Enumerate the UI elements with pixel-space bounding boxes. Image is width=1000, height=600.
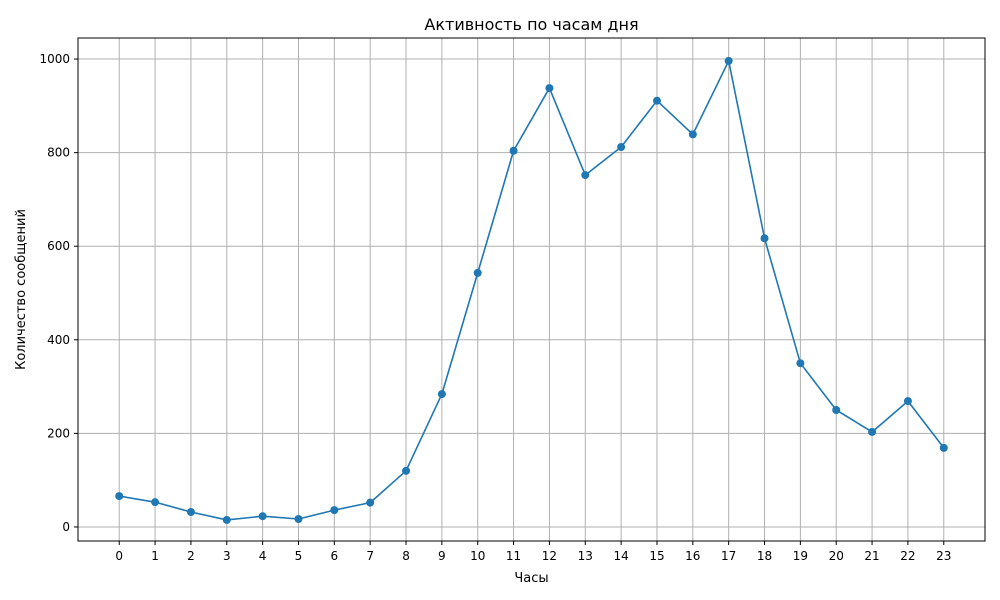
x-tick-label: 9 [438, 549, 446, 563]
x-tick-label: 7 [366, 549, 374, 563]
grid-lines [78, 38, 985, 541]
x-tick-label: 16 [685, 549, 700, 563]
x-axis-ticks: 0 1 2 3 4 5 6 7 8 9 10 11 12 13 14 15 16 17 18 19 20 21 22 23 [115, 541, 951, 563]
chart-title: Активность по часам дня [424, 15, 638, 34]
x-tick-label: 13 [578, 549, 593, 563]
x-tick-label: 5 [295, 549, 303, 563]
data-point [545, 84, 554, 93]
data-point [581, 171, 590, 180]
x-tick-label: 2 [187, 549, 195, 563]
y-tick-label: 200 [47, 426, 70, 440]
data-point [115, 492, 124, 501]
data-point [617, 143, 626, 152]
data-point [151, 498, 160, 507]
y-tick-label: 400 [47, 333, 70, 347]
x-tick-label: 8 [402, 549, 410, 563]
x-tick-label: 11 [506, 549, 521, 563]
data-point [473, 268, 482, 277]
data-point [652, 96, 661, 105]
data-point [832, 405, 841, 414]
x-tick-label: 12 [542, 549, 557, 563]
data-point [509, 146, 518, 155]
x-tick-label: 6 [331, 549, 339, 563]
y-axis-ticks: 0 200 400 600 800 1000 [39, 52, 78, 534]
data-point [903, 397, 912, 406]
x-tick-label: 22 [900, 549, 915, 563]
x-tick-label: 19 [793, 549, 808, 563]
x-tick-label: 21 [864, 549, 879, 563]
x-tick-label: 3 [223, 549, 231, 563]
series-layer [115, 56, 948, 524]
data-point [868, 427, 877, 436]
x-tick-label: 17 [721, 549, 736, 563]
data-point [258, 512, 267, 521]
data-point [688, 130, 697, 139]
x-axis-label: Часы [514, 571, 548, 586]
y-tick-label: 0 [62, 520, 70, 534]
data-point [366, 498, 375, 507]
x-tick-label: 18 [757, 549, 772, 563]
data-point [186, 507, 195, 516]
x-tick-label: 4 [259, 549, 267, 563]
y-tick-label: 1000 [39, 52, 70, 66]
data-point [760, 234, 769, 243]
y-axis-label: Количество сообщений [14, 209, 29, 370]
y-tick-label: 800 [47, 146, 70, 160]
plot-frame [77, 37, 986, 542]
data-point [724, 56, 733, 65]
x-tick-label: 1 [151, 549, 159, 563]
y-tick-label: 600 [47, 239, 70, 253]
x-tick-label: 10 [470, 549, 485, 563]
data-point [222, 515, 231, 524]
data-point [402, 466, 411, 475]
series-line [119, 60, 945, 521]
data-point [330, 506, 339, 515]
x-tick-label: 23 [936, 549, 951, 563]
x-tick-label: 15 [649, 549, 664, 563]
x-tick-label: 14 [613, 549, 628, 563]
x-tick-label: 0 [115, 549, 123, 563]
x-tick-label: 20 [829, 549, 844, 563]
data-point [939, 443, 948, 452]
data-point [294, 515, 303, 524]
data-point [437, 390, 446, 399]
data-point [796, 359, 805, 368]
